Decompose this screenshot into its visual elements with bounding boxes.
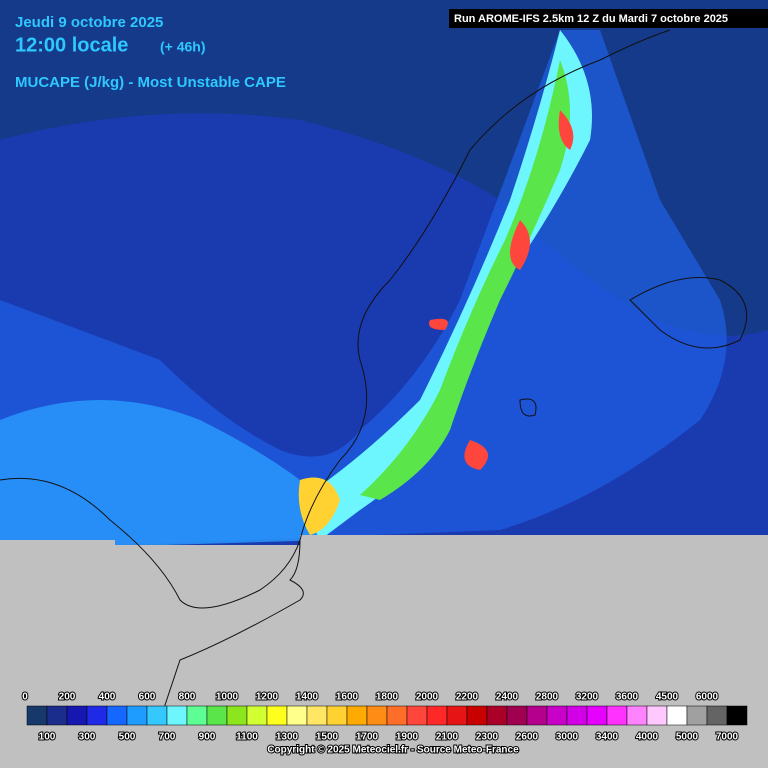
legend-swatch (126, 705, 148, 726)
legend-swatch (506, 705, 528, 726)
legend-label: 1400 (296, 692, 319, 703)
legend-swatch (686, 705, 708, 726)
legend-label: 3200 (576, 692, 599, 703)
legend-swatch (86, 705, 108, 726)
legend-label: 7000 (716, 732, 739, 743)
legend-swatch (546, 705, 568, 726)
legend-label: 600 (139, 692, 156, 703)
legend-label: 1200 (256, 692, 279, 703)
legend-swatch (386, 705, 408, 726)
legend-label: 2600 (516, 732, 539, 743)
legend-label: 4500 (656, 692, 679, 703)
legend-swatch (706, 705, 728, 726)
parameter: MUCAPE (J/kg) - Most Unstable CAPE (15, 74, 286, 91)
legend-label: 6000 (696, 692, 719, 703)
legend-label: 4000 (636, 732, 659, 743)
legend-swatch (486, 705, 508, 726)
lead-time: (+ 46h) (160, 39, 206, 55)
legend-swatch (166, 705, 188, 726)
legend-swatch (46, 705, 68, 726)
legend-swatch (406, 705, 428, 726)
legend-swatch (566, 705, 588, 726)
legend-label: 1800 (376, 692, 399, 703)
legend-swatch (586, 705, 608, 726)
legend-swatch (106, 705, 128, 726)
legend-label: 900 (199, 732, 216, 743)
cape-moderate (0, 400, 330, 550)
legend-swatch (466, 705, 488, 726)
legend-label: 5000 (676, 732, 699, 743)
legend-label: 3400 (596, 732, 619, 743)
legend-swatch (606, 705, 628, 726)
legend-label: 2100 (436, 732, 459, 743)
legend-swatch (326, 705, 348, 726)
legend-swatch (146, 705, 168, 726)
legend-label: 1000 (216, 692, 239, 703)
legend-swatch (366, 705, 388, 726)
run-info: Run AROME-IFS 2.5km 12 Z du Mardi 7 octo… (454, 13, 728, 25)
legend-label: 1100 (236, 732, 258, 743)
time: 12:00 locale (15, 34, 128, 56)
legend-label: 1900 (396, 732, 419, 743)
legend-swatch (26, 705, 48, 726)
legend-swatch (186, 705, 208, 726)
cape-core (298, 477, 340, 535)
legend-swatch (66, 705, 88, 726)
legend-label: 400 (99, 692, 116, 703)
legend-swatch (666, 705, 688, 726)
legend-label: 500 (119, 732, 136, 743)
legend-swatch (226, 705, 248, 726)
legend-label: 2300 (476, 732, 499, 743)
legend-label: 1300 (276, 732, 299, 743)
legend-label: 200 (59, 692, 76, 703)
legend-label: 1500 (316, 732, 339, 743)
legend-swatch (266, 705, 288, 726)
legend-label: 3000 (556, 732, 579, 743)
legend-swatch (526, 705, 548, 726)
legend-label: 2400 (496, 692, 519, 703)
legend-label: 3600 (616, 692, 639, 703)
legend-label: 0 (22, 692, 28, 703)
legend-label: 1600 (336, 692, 359, 703)
legend-label: 2000 (416, 692, 439, 703)
legend-label: 2200 (456, 692, 479, 703)
legend-label: 700 (159, 732, 176, 743)
legend-label: 100 (39, 732, 56, 743)
legend-label: 300 (79, 732, 96, 743)
legend-swatch (626, 705, 648, 726)
legend-swatch (246, 705, 268, 726)
legend-swatch (446, 705, 468, 726)
copyright: Copyright © 2025 Meteociel.fr - Source M… (267, 745, 519, 756)
legend-swatch (306, 705, 328, 726)
legend-label: 2800 (536, 692, 559, 703)
legend-swatch (286, 705, 308, 726)
legend-label: 1700 (356, 732, 379, 743)
run-box (449, 9, 768, 28)
legend-swatch (346, 705, 368, 726)
legend-swatch (426, 705, 448, 726)
legend-swatch (726, 705, 748, 726)
legend-label: 800 (179, 692, 196, 703)
coastline (0, 29, 748, 721)
legend-swatch (646, 705, 668, 726)
date: Jeudi 9 octobre 2025 (15, 14, 163, 31)
legend-swatch (206, 705, 228, 726)
